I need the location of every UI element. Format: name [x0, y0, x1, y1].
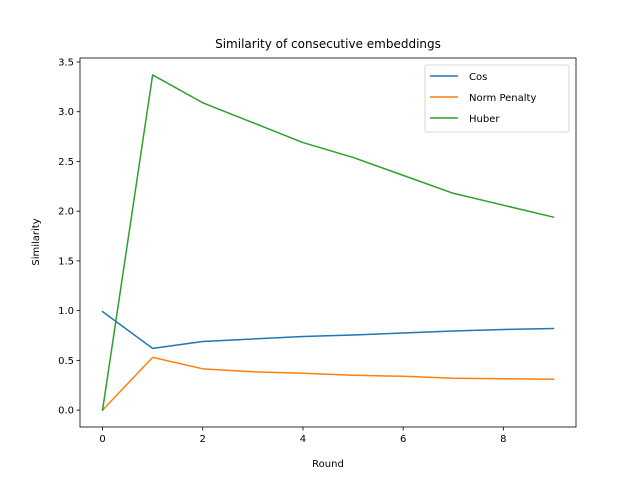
legend-box: [424, 64, 570, 133]
y-tick-label: 3.5: [58, 57, 74, 68]
x-tick-label: 6: [400, 434, 406, 445]
legend: Cos Norm Penalty Huber: [424, 64, 570, 133]
x-tick-label: 2: [200, 434, 206, 445]
series-line-huber: [101, 74, 555, 411]
x-axis-title: Round: [312, 459, 344, 470]
y-tick-label: 3.0: [58, 107, 74, 118]
legend-label-huber: Huber: [469, 114, 500, 125]
y-axis: 0.0 0.5 1.0 1.5 2.0 2.5 3.0 3.5: [58, 57, 80, 417]
y-tick-label: 1.0: [58, 306, 74, 317]
chart-title: Similarity of consecutive embeddings: [215, 37, 441, 51]
series-line-norm-penalty: [101, 356, 555, 412]
series-lines: [101, 74, 555, 412]
y-tick-label: 2.5: [58, 157, 74, 168]
x-tick-label: 4: [300, 434, 306, 445]
legend-label-norm-penalty: Norm Penalty: [469, 93, 536, 104]
legend-label-cos: Cos: [469, 72, 487, 83]
y-tick-label: 0.0: [58, 406, 74, 417]
y-tick-label: 2.0: [58, 207, 74, 218]
x-axis: 0 2 4 6 8: [99, 427, 507, 445]
x-tick-label: 8: [500, 434, 506, 445]
y-axis-title: Similarity: [31, 218, 42, 265]
x-tick-label: 0: [99, 434, 105, 445]
y-tick-label: 0.5: [58, 356, 74, 367]
series-line-cos: [101, 310, 555, 350]
y-tick-label: 1.5: [58, 256, 74, 267]
